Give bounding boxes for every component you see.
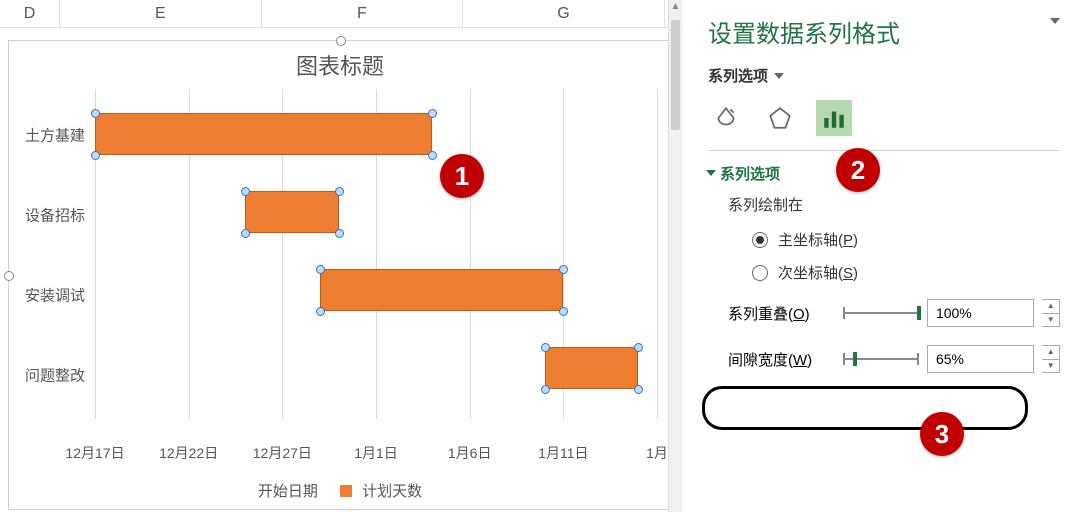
scroll-up-button[interactable]: ▲ bbox=[669, 0, 682, 16]
selection-handle[interactable] bbox=[428, 151, 437, 160]
annotation-badge-2: 2 bbox=[836, 148, 880, 192]
selection-handle[interactable] bbox=[335, 187, 344, 196]
format-data-series-pane: 设置数据系列格式 系列选项 系列选项 系列绘制在 主坐标轴(P) 次坐标轴(S)… bbox=[684, 0, 1080, 512]
series-overlap-spinner[interactable]: ▲▼ bbox=[1042, 299, 1060, 327]
selection-handle[interactable] bbox=[541, 343, 550, 352]
column-header[interactable]: F bbox=[262, 0, 464, 28]
category-label: 土方基建 bbox=[9, 125, 85, 146]
x-tick-label: 1月1日 bbox=[354, 443, 398, 463]
pane-category-icons bbox=[708, 96, 1060, 144]
selection-handle[interactable] bbox=[559, 307, 568, 316]
selection-handle[interactable] bbox=[91, 151, 100, 160]
gap-width-row: 间隙宽度(W) 65% ▲▼ bbox=[708, 335, 1060, 381]
selection-handle[interactable] bbox=[634, 343, 643, 352]
radio-checked-icon bbox=[752, 232, 768, 248]
series-options-section-header[interactable]: 系列选项 bbox=[708, 161, 1060, 192]
legend-item-label: 计划天数 bbox=[362, 483, 422, 500]
radio-unchecked-icon bbox=[752, 265, 768, 281]
gap-width-slider[interactable] bbox=[843, 350, 919, 368]
x-tick-label: 12月22日 bbox=[159, 443, 218, 463]
chart-legend[interactable]: 开始日期 计划天数 bbox=[9, 480, 671, 501]
x-tick-label: 1月 bbox=[646, 443, 668, 463]
series-options-dropdown[interactable]: 系列选项 bbox=[708, 59, 1060, 96]
category-label: 设备招标 bbox=[9, 205, 85, 226]
gantt-bar[interactable] bbox=[95, 113, 432, 155]
secondary-axis-radio[interactable]: 次坐标轴(S) bbox=[708, 256, 1060, 289]
chart-title[interactable]: 图表标题 bbox=[9, 41, 671, 85]
series-options-icon[interactable] bbox=[816, 100, 852, 136]
selection-handle[interactable] bbox=[91, 109, 100, 118]
series-overlap-input[interactable]: 100% bbox=[927, 299, 1035, 327]
pane-menu-dropdown-icon[interactable] bbox=[1050, 18, 1060, 24]
vertical-scrollbar[interactable]: ▲ bbox=[668, 0, 682, 512]
selection-handle[interactable] bbox=[559, 265, 568, 274]
selection-handle[interactable] bbox=[634, 385, 643, 394]
x-axis: 12月17日12月22日12月27日1月1日1月6日1月11日1月 bbox=[95, 443, 657, 465]
pane-title: 设置数据系列格式 bbox=[708, 10, 1060, 59]
gridline bbox=[470, 89, 471, 419]
gantt-bar[interactable] bbox=[320, 269, 564, 311]
gap-width-input[interactable]: 65% bbox=[927, 345, 1035, 373]
primary-axis-radio[interactable]: 主坐标轴(P) bbox=[708, 223, 1060, 256]
x-tick-label: 1月11日 bbox=[538, 443, 588, 463]
column-header[interactable]: E bbox=[60, 0, 262, 28]
fill-line-icon[interactable] bbox=[708, 100, 744, 136]
selection-handle[interactable] bbox=[241, 187, 250, 196]
column-header[interactable]: G bbox=[463, 0, 665, 28]
series-overlap-slider[interactable] bbox=[843, 304, 919, 322]
series-overlap-row: 系列重叠(O) 100% ▲▼ bbox=[708, 289, 1060, 335]
scroll-thumb[interactable] bbox=[671, 20, 680, 130]
legend-swatch-icon bbox=[340, 485, 352, 497]
effects-icon[interactable] bbox=[762, 100, 798, 136]
category-label: 安装调试 bbox=[9, 285, 85, 306]
legend-item-label: 开始日期 bbox=[258, 483, 318, 500]
selection-handle[interactable] bbox=[241, 229, 250, 238]
plot-area[interactable] bbox=[95, 89, 657, 419]
embedded-chart[interactable]: 图表标题 土方基建 设备招标 安装调试 问题整改 12月17日 12月22日 12月… bbox=[8, 40, 672, 510]
selection-handle[interactable] bbox=[428, 109, 437, 118]
gridline bbox=[657, 89, 658, 419]
selection-handle[interactable] bbox=[316, 307, 325, 316]
gantt-bar[interactable] bbox=[545, 347, 639, 389]
gantt-bar[interactable] bbox=[245, 191, 339, 233]
column-header[interactable]: D bbox=[0, 0, 60, 28]
selection-handle[interactable] bbox=[316, 265, 325, 274]
annotation-badge-3: 3 bbox=[920, 412, 964, 456]
plot-on-label: 系列绘制在 bbox=[708, 192, 1060, 223]
category-label: 问题整改 bbox=[9, 365, 85, 386]
x-tick-label: 12月27日 bbox=[253, 443, 312, 463]
y-axis-labels: 土方基建 设备招标 安装调试 问题整改 bbox=[9, 89, 91, 419]
selection-handle[interactable] bbox=[541, 385, 550, 394]
x-tick-label: 12月17日 bbox=[65, 443, 124, 463]
gap-width-spinner[interactable]: ▲▼ bbox=[1042, 345, 1060, 373]
x-tick-label: 1月6日 bbox=[448, 443, 492, 463]
annotation-badge-1: 1 bbox=[440, 154, 484, 198]
selection-handle[interactable] bbox=[335, 229, 344, 238]
